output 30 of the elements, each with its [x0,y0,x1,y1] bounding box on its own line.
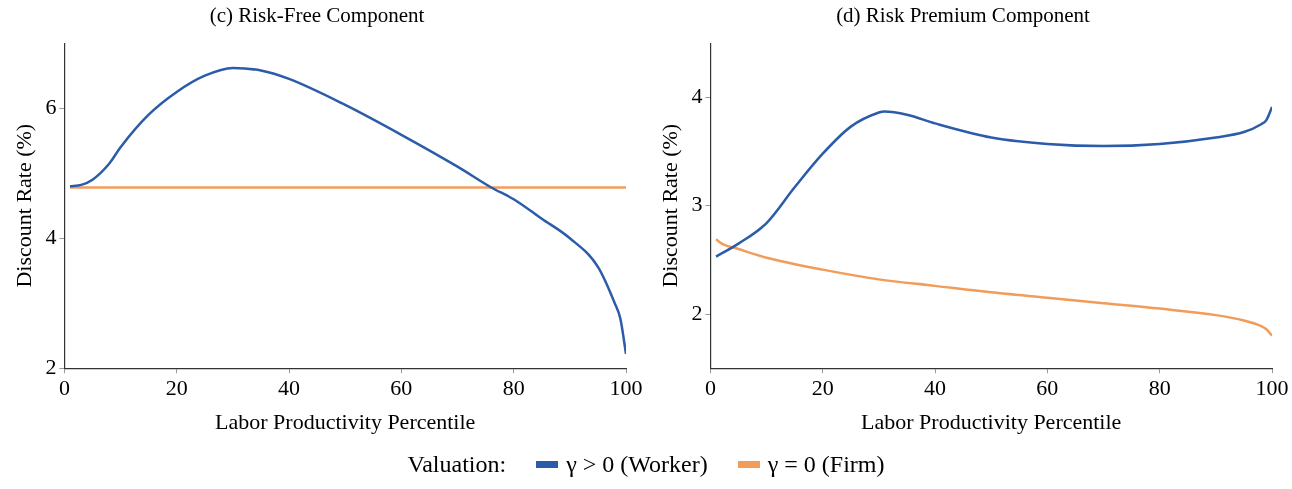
x-tick-label: 0 [58,375,70,401]
y-axis-title: Discount Rate (%) [10,123,36,288]
x-tick-label: 0 [704,375,716,401]
legend-title: Valuation: [407,451,507,478]
chart-title: (c) Risk-Free Component [209,3,425,28]
legend-label: γ = 0 (Firm) [767,451,885,478]
x-tick-label: 20 [165,375,188,401]
y-tick-label: 3 [691,191,703,217]
y-tick-label: 2 [45,353,57,379]
y-tick-label: 2 [691,299,703,325]
x-tick-label: 80 [1148,375,1171,401]
line-series [68,66,626,356]
x-axis-title: Labor Productivity Percentile [215,408,476,434]
chart-title: (d) Risk Premium Component [836,3,1091,28]
x-tick-label: 80 [502,375,525,401]
x-tick-label: 20 [811,375,834,401]
x-tick-label: 40 [924,375,947,401]
y-tick-label: 4 [45,223,57,249]
legend-label: γ > 0 (Worker) [566,451,708,478]
x-axis-title: Labor Productivity Percentile [861,408,1122,434]
x-tick-label: 100 [1255,375,1289,401]
y-tick-label: 4 [691,83,703,109]
x-tick-label: 60 [390,375,413,401]
x-tick-label: 60 [1036,375,1059,401]
line-series [714,238,1272,337]
y-axis-title: Discount Rate (%) [656,123,682,288]
line-series [714,105,1272,258]
x-tick-label: 40 [278,375,301,401]
y-tick-label: 6 [45,93,57,119]
x-tick-label: 100 [609,375,643,401]
